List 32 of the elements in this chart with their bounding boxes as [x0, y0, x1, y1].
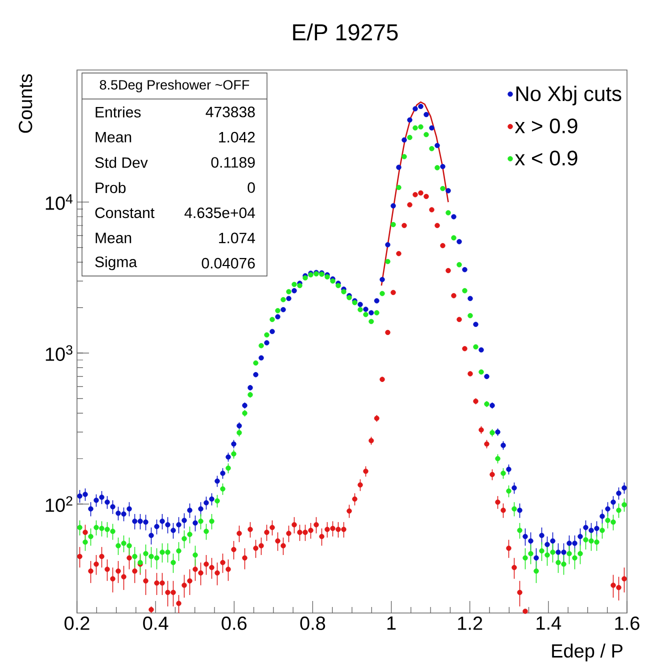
annotation: 8.5Deg Preshower ~OFF [100, 80, 250, 92]
annotation: Constant [95, 207, 154, 218]
chart-title: E/P 19275 [293, 24, 398, 40]
x-tick-label: 0.8 [300, 616, 326, 630]
legend-label: x > 0.9 [514, 118, 578, 134]
x-tick-label: 1 [387, 616, 396, 630]
annotation: Mean [96, 232, 132, 244]
y-tick-label: 10$^{3}$ [46, 345, 72, 361]
annotation: 1.074 [219, 232, 256, 244]
annotation: Mean [96, 132, 132, 142]
y-tick-label: 10$^{2}$ [46, 496, 72, 512]
x-axis-title: Edep / P [552, 644, 622, 662]
y-axis-title: Counts [18, 74, 32, 133]
annotation: Std Dev [95, 156, 148, 168]
annotation: 1.042 [219, 132, 255, 143]
annotation: 0.04076 [202, 258, 255, 268]
annotation: 0.1189 [211, 157, 255, 168]
y-tick-label: 10$^{4}$ [46, 194, 73, 210]
x-tick-label: 1.4 [536, 616, 562, 630]
annotation: 0 [248, 182, 255, 193]
legend-label: No Xbj cuts [516, 86, 622, 106]
x-tick-label: 0.2 [64, 616, 90, 630]
x-tick-label: 1.2 [458, 616, 482, 630]
annotation: 4.635e+04 [184, 207, 256, 218]
annotation: Prob [96, 182, 126, 194]
legend-label: x < 0.9 [514, 150, 578, 166]
annotation: Entries [96, 106, 141, 118]
x-tick-label: 1.6 [615, 616, 640, 630]
x-tick-label: 0.6 [222, 616, 246, 630]
x-tick-label: 0.4 [143, 616, 168, 630]
annotation: Sigma [95, 256, 138, 270]
annotation: 473838 [206, 106, 255, 118]
